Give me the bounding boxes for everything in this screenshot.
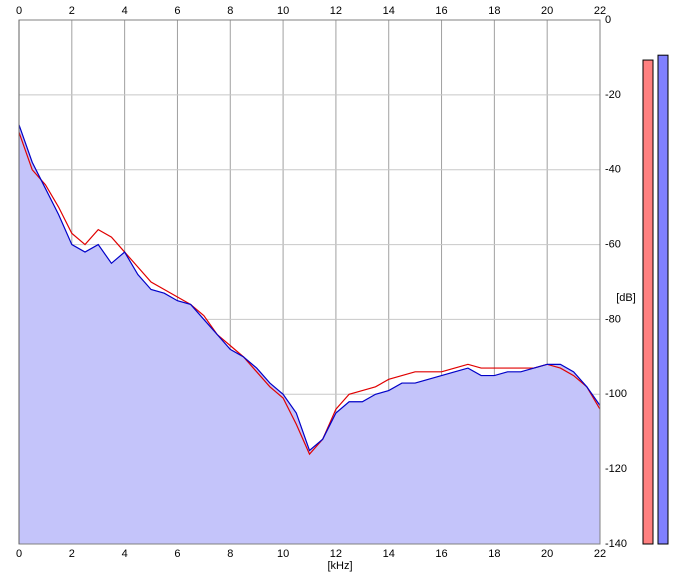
- spectrum-line: [18, 124, 601, 452]
- x-tick-label: 0: [16, 548, 22, 560]
- x-tick-label: 10: [277, 548, 289, 560]
- x-tick-label: 14: [383, 548, 395, 560]
- x-tick-label: 2: [69, 5, 75, 17]
- spectrum-line: [18, 132, 601, 456]
- x-tick-label: 16: [435, 5, 447, 17]
- x-tick-label: 22: [594, 5, 606, 17]
- y-tick-label: -40: [605, 164, 621, 176]
- y-tick-label: -80: [605, 313, 621, 325]
- x-tick-label: 4: [122, 548, 128, 560]
- x-tick-label: 8: [227, 5, 233, 17]
- spectrum-area: [19, 124, 600, 545]
- x-tick-label: 20: [541, 548, 553, 560]
- y-tick-label: -100: [605, 388, 627, 400]
- y-axis-label: [dB]: [616, 292, 636, 304]
- x-tick-label: 4: [122, 5, 128, 17]
- level-meter: [657, 54, 669, 545]
- x-tick-label: 18: [488, 5, 500, 17]
- x-tick-label: 2: [69, 548, 75, 560]
- x-tick-label: 14: [383, 5, 395, 17]
- x-tick-label: 12: [330, 548, 342, 560]
- y-tick-label: -120: [605, 463, 627, 475]
- x-tick-label: 18: [488, 548, 500, 560]
- x-axis-label: [kHz]: [327, 560, 352, 572]
- x-tick-label: 16: [435, 548, 447, 560]
- x-tick-label: 12: [330, 5, 342, 17]
- y-tick-label: 0: [605, 14, 611, 26]
- x-tick-label: 20: [541, 5, 553, 17]
- y-tick-label: -140: [605, 538, 627, 550]
- x-tick-label: 10: [277, 5, 289, 17]
- x-tick-label: 6: [174, 548, 180, 560]
- y-tick-label: -20: [605, 89, 621, 101]
- x-tick-label: 0: [16, 5, 22, 17]
- x-tick-label: 6: [174, 5, 180, 17]
- x-tick-label: 22: [594, 548, 606, 560]
- y-tick-label: -60: [605, 238, 621, 250]
- x-tick-label: 8: [227, 548, 233, 560]
- level-meter: [642, 59, 654, 545]
